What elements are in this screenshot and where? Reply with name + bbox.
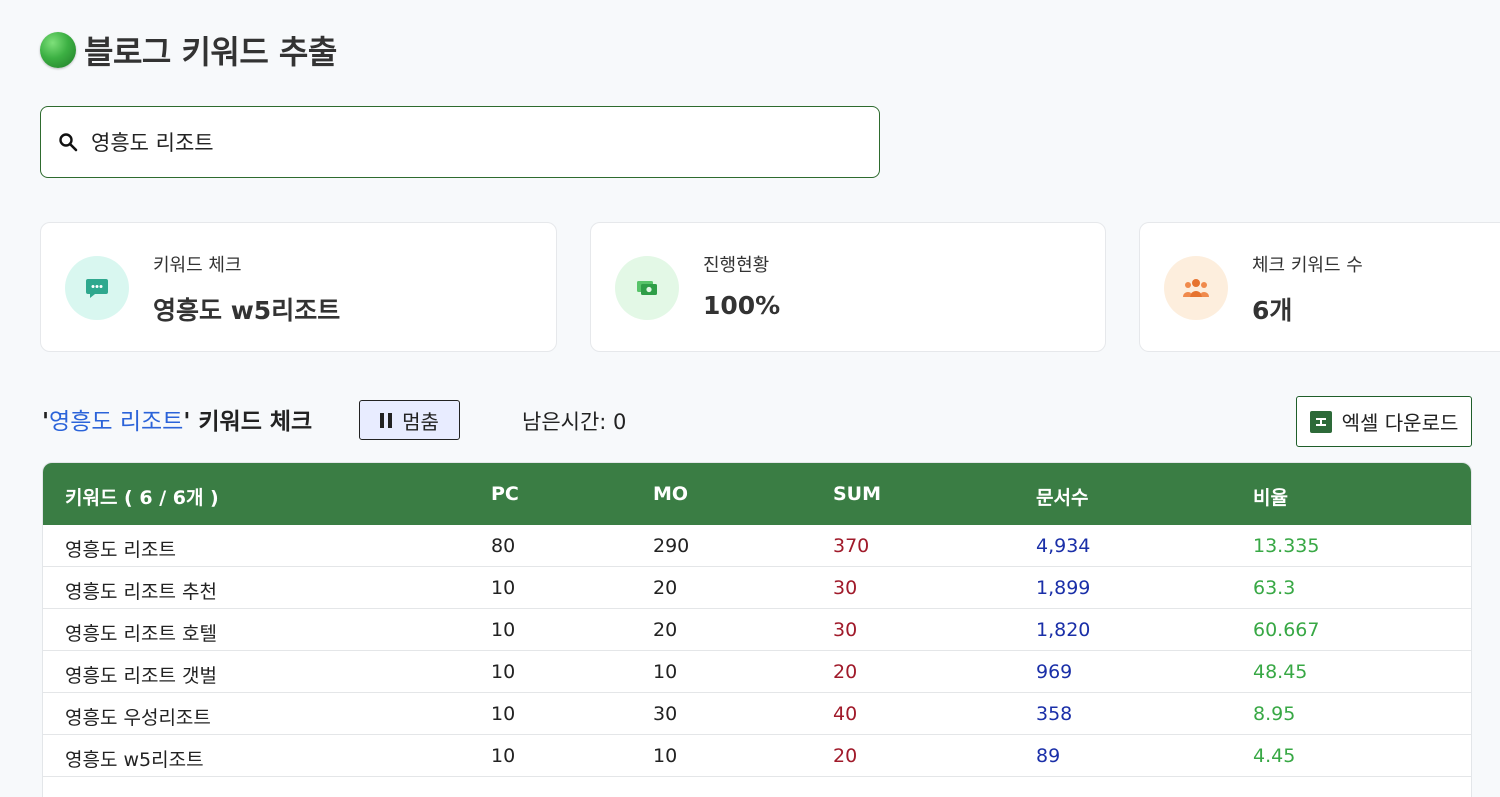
table-row[interactable]: 영흥도 리조트 추천 10 20 30 1,899 63.3 bbox=[43, 567, 1471, 609]
cell-ratio: 63.3 bbox=[1253, 577, 1296, 599]
cell-keyword: 영흥도 w5리조트 bbox=[65, 749, 204, 771]
cell-sum: 30 bbox=[833, 577, 858, 599]
section-keyword: 영흥도 리조트 bbox=[49, 409, 184, 435]
cell-pc: 80 bbox=[491, 535, 516, 557]
cell-docs: 89 bbox=[1036, 745, 1061, 767]
cell-mo: 30 bbox=[653, 703, 678, 725]
cell-docs: 1,899 bbox=[1036, 577, 1091, 599]
search-box[interactable] bbox=[40, 106, 880, 178]
column-header-docs[interactable]: 문서수 bbox=[1036, 487, 1089, 509]
card-value: 영흥도 w5리조트 bbox=[153, 296, 341, 325]
section-title-suffix: 키워드 체크 bbox=[190, 409, 313, 435]
card-value: 6개 bbox=[1252, 296, 1293, 325]
chat-bubble-icon bbox=[65, 256, 129, 320]
cell-pc: 10 bbox=[491, 703, 516, 725]
column-header-mo[interactable]: MO bbox=[653, 483, 689, 505]
cell-ratio: 4.45 bbox=[1253, 745, 1296, 767]
page-title: 블로그 키워드 추출 bbox=[84, 33, 337, 71]
table-row[interactable]: 영흥도 우성리조트 10 30 40 358 8.95 bbox=[43, 693, 1471, 735]
excel-download-button[interactable]: 엑셀 다운로드 bbox=[1296, 396, 1472, 447]
cell-keyword: 영흥도 리조트 호텔 bbox=[65, 623, 217, 645]
pause-label: 멈춤 bbox=[402, 409, 439, 434]
card-keyword-check: 키워드 체크 영흥도 w5리조트 bbox=[40, 222, 557, 352]
card-progress: 진행현황 100% bbox=[590, 222, 1106, 352]
search-input[interactable] bbox=[91, 130, 851, 154]
cell-ratio: 13.335 bbox=[1253, 535, 1320, 557]
column-header-keyword[interactable]: 키워드 ( 6 / 6개 ) bbox=[65, 487, 219, 509]
money-icon bbox=[615, 256, 679, 320]
card-keyword-count: 체크 키워드 수 6개 bbox=[1139, 222, 1500, 352]
card-label: 키워드 체크 bbox=[153, 255, 242, 276]
cell-sum: 40 bbox=[833, 703, 858, 725]
cell-ratio: 48.45 bbox=[1253, 661, 1308, 683]
cell-pc: 10 bbox=[491, 661, 516, 683]
card-value: 100% bbox=[703, 291, 781, 320]
page-header: 블로그 키워드 추출 bbox=[40, 30, 337, 71]
cell-pc: 10 bbox=[491, 577, 516, 599]
table-row[interactable]: 영흥도 w5리조트 10 10 20 89 4.45 bbox=[43, 735, 1471, 777]
keyword-table: 키워드 ( 6 / 6개 ) PC MO SUM 문서수 비율 영흥도 리조트 … bbox=[42, 462, 1472, 797]
cell-keyword: 영흥도 우성리조트 bbox=[65, 707, 211, 729]
card-label: 진행현황 bbox=[703, 255, 770, 276]
table-row[interactable]: 영흥도 리조트 갯벌 10 10 20 969 48.45 bbox=[43, 651, 1471, 693]
card-label: 체크 키워드 수 bbox=[1252, 255, 1363, 276]
cell-ratio: 8.95 bbox=[1253, 703, 1296, 725]
table-row[interactable]: 영흥도 리조트 호텔 10 20 30 1,820 60.667 bbox=[43, 609, 1471, 651]
cell-pc: 10 bbox=[491, 619, 516, 641]
excel-download-label: 엑셀 다운로드 bbox=[1341, 411, 1459, 435]
cell-mo: 20 bbox=[653, 619, 678, 641]
quote-open: ' bbox=[42, 409, 50, 435]
quote-close: ' bbox=[183, 409, 191, 435]
cell-sum: 30 bbox=[833, 619, 858, 641]
column-header-ratio[interactable]: 비율 bbox=[1253, 487, 1288, 509]
cell-keyword: 영흥도 리조트 추천 bbox=[65, 581, 217, 603]
group-icon bbox=[1164, 256, 1228, 320]
pause-icon bbox=[380, 412, 393, 428]
column-header-sum[interactable]: SUM bbox=[833, 483, 882, 505]
cell-keyword: 영흥도 리조트 갯벌 bbox=[65, 665, 217, 687]
cell-keyword: 영흥도 리조트 bbox=[65, 539, 176, 561]
cell-ratio: 60.667 bbox=[1253, 619, 1320, 641]
remaining-time: 남은시간: 0 bbox=[522, 410, 627, 434]
table-row[interactable]: 영흥도 리조트 80 290 370 4,934 13.335 bbox=[43, 525, 1471, 567]
search-icon bbox=[57, 131, 79, 153]
cell-sum: 20 bbox=[833, 745, 858, 767]
green-circle-icon bbox=[40, 32, 76, 68]
pause-button[interactable]: 멈춤 bbox=[359, 400, 460, 440]
cell-sum: 370 bbox=[833, 535, 870, 557]
cell-docs: 4,934 bbox=[1036, 535, 1091, 557]
column-header-pc[interactable]: PC bbox=[491, 483, 519, 505]
cell-mo: 290 bbox=[653, 535, 690, 557]
cell-sum: 20 bbox=[833, 661, 858, 683]
section-title: '영흥도 리조트' 키워드 체크 bbox=[42, 402, 312, 436]
cell-docs: 969 bbox=[1036, 661, 1073, 683]
cell-mo: 10 bbox=[653, 661, 678, 683]
cell-docs: 358 bbox=[1036, 703, 1073, 725]
cell-pc: 10 bbox=[491, 745, 516, 767]
excel-icon bbox=[1309, 410, 1332, 433]
table-header: 키워드 ( 6 / 6개 ) PC MO SUM 문서수 비율 bbox=[43, 463, 1471, 525]
cell-mo: 20 bbox=[653, 577, 678, 599]
cell-docs: 1,820 bbox=[1036, 619, 1091, 641]
cell-mo: 10 bbox=[653, 745, 678, 767]
